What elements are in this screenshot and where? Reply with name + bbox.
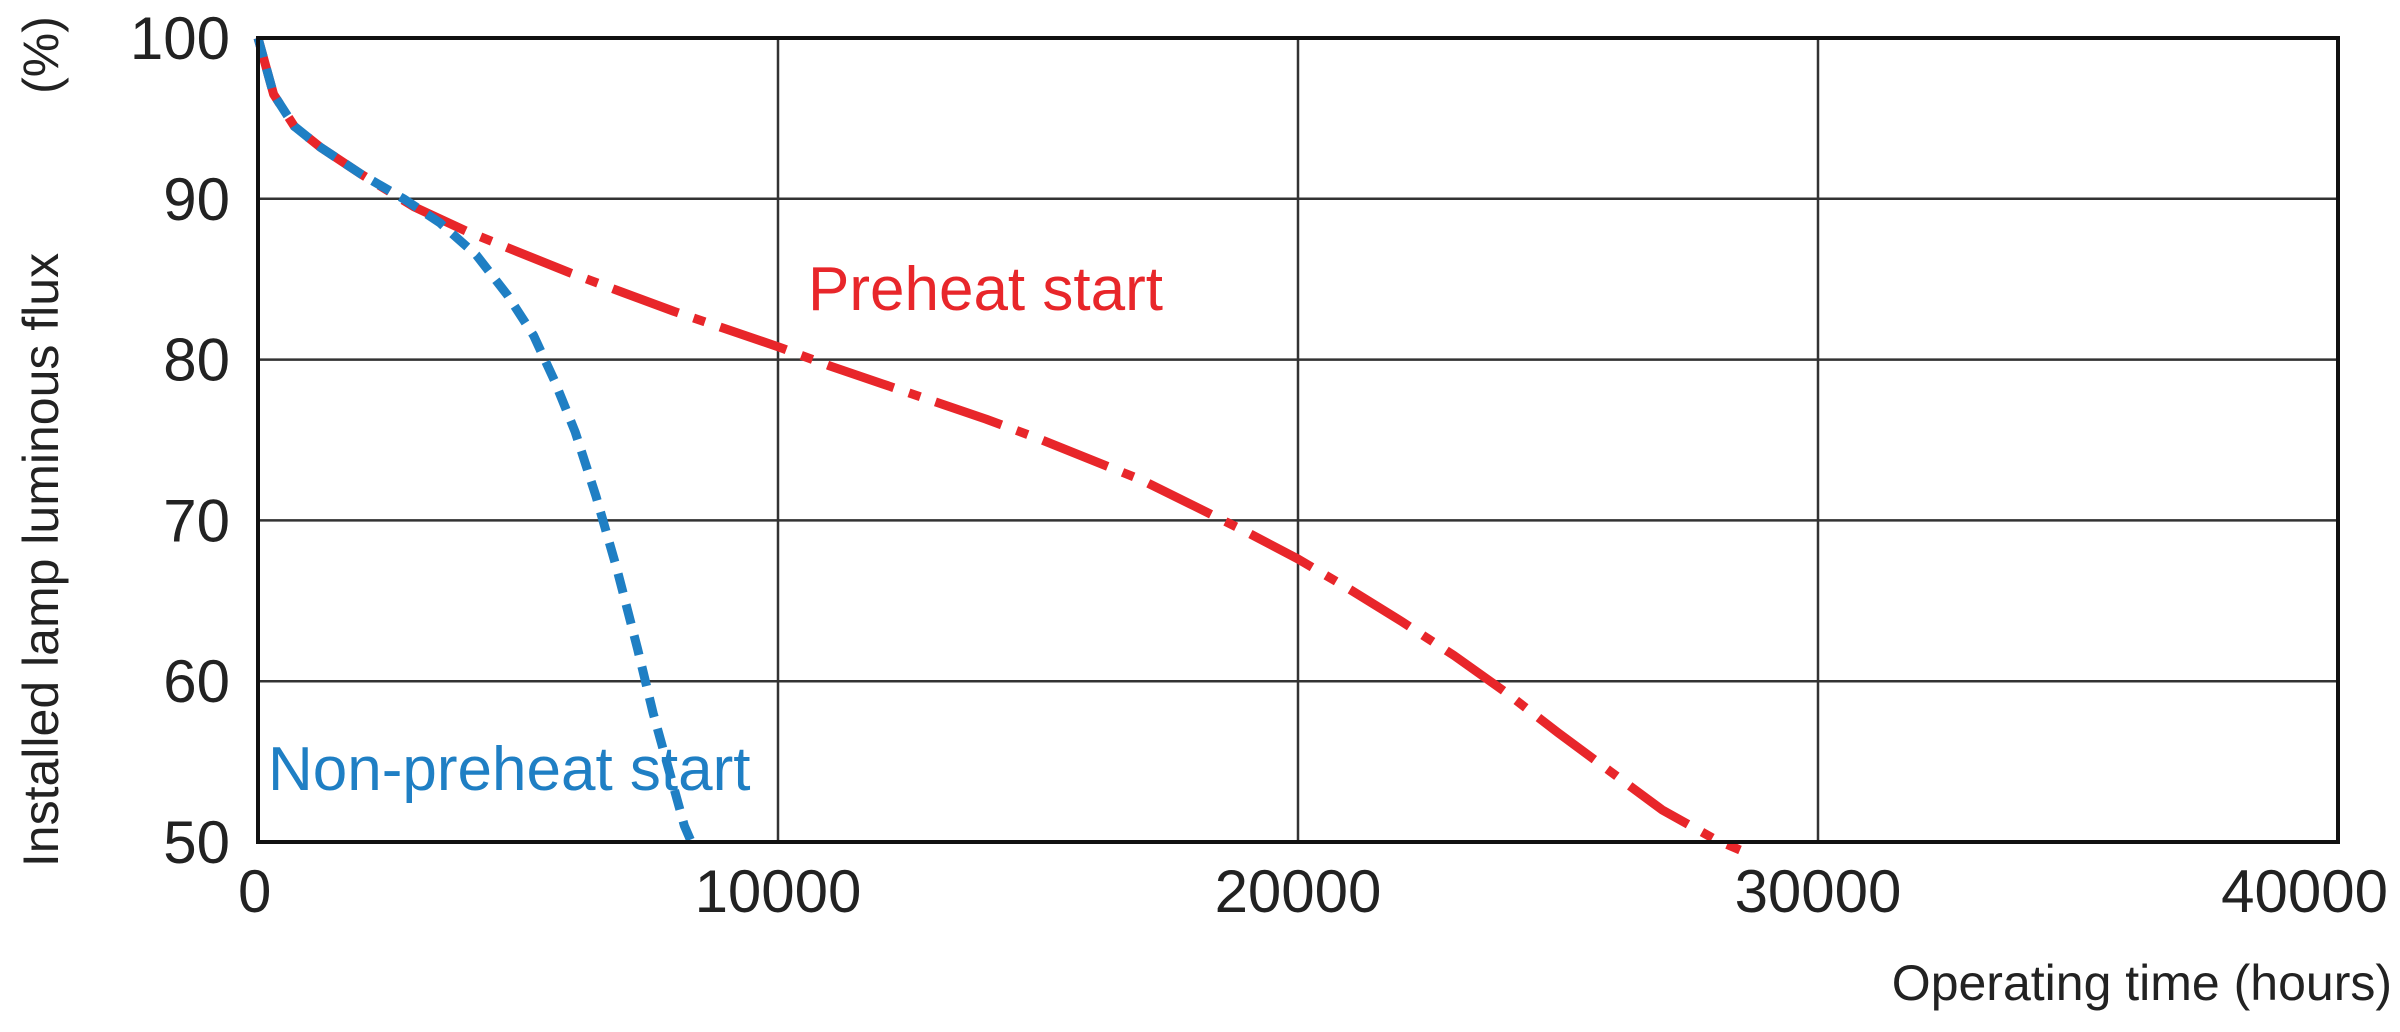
y-tick-labels: 50 60 70 80 90 100 <box>130 5 230 876</box>
series-line-preheat <box>253 36 1742 855</box>
series-line-non-preheat <box>253 36 699 852</box>
y-tick-label: 80 <box>163 327 230 394</box>
x-tick-label: 10000 <box>695 858 862 925</box>
series-label-preheat: Preheat start <box>808 255 1163 324</box>
y-axis-unit: (%) <box>13 16 69 94</box>
x-tick-label: 0 <box>238 858 271 925</box>
y-tick-label: 60 <box>163 648 230 715</box>
grid-lines <box>258 38 2338 842</box>
x-axis-title: Operating time (hours) <box>1892 955 2392 1011</box>
y-tick-label: 90 <box>163 166 230 233</box>
y-tick-label: 100 <box>130 5 230 72</box>
series-label-non-preheat: Non-preheat start <box>268 735 750 804</box>
y-tick-label: 70 <box>163 487 230 554</box>
series-lines <box>253 36 1742 855</box>
x-tick-label: 40000 <box>2221 858 2388 925</box>
x-tick-label: 30000 <box>1735 858 1902 925</box>
plot-frame <box>256 36 2340 844</box>
x-tick-labels: 0 10000 20000 30000 40000 <box>238 858 2388 925</box>
y-tick-label: 50 <box>163 809 230 876</box>
y-axis-title: Installed lamp luminous flux <box>13 253 69 867</box>
x-tick-label: 20000 <box>1215 858 1382 925</box>
